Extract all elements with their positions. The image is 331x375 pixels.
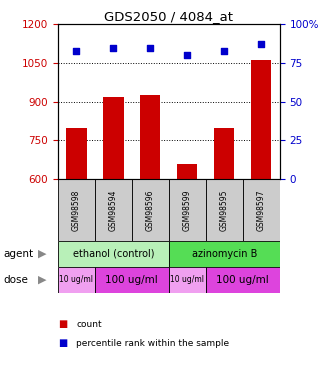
Text: 10 ug/ml: 10 ug/ml: [59, 275, 93, 284]
Bar: [66, 128, 87, 179]
Point: [74, 48, 79, 54]
Point: [185, 53, 190, 58]
Bar: [169, 241, 280, 267]
Bar: [251, 60, 271, 179]
Text: azinomycin B: azinomycin B: [192, 249, 257, 259]
Bar: [95, 267, 169, 292]
Bar: [103, 97, 123, 179]
Text: dose: dose: [3, 274, 28, 285]
Point: [221, 48, 227, 54]
Bar: [95, 179, 132, 241]
Bar: [58, 179, 95, 241]
Bar: [58, 267, 95, 292]
Text: ▶: ▶: [38, 249, 47, 259]
Text: percentile rank within the sample: percentile rank within the sample: [76, 339, 229, 348]
Bar: [214, 128, 234, 179]
Bar: [206, 179, 243, 241]
Text: GSM98595: GSM98595: [220, 189, 229, 231]
Text: ■: ■: [58, 338, 67, 348]
Bar: [58, 241, 169, 267]
Text: ■: ■: [58, 320, 67, 329]
Text: ethanol (control): ethanol (control): [72, 249, 154, 259]
Text: 10 ug/ml: 10 ug/ml: [170, 275, 204, 284]
Bar: [132, 179, 169, 241]
Bar: [243, 179, 280, 241]
Point: [111, 45, 116, 51]
Text: GSM98599: GSM98599: [183, 189, 192, 231]
Text: agent: agent: [3, 249, 33, 259]
Text: count: count: [76, 320, 102, 329]
Bar: [169, 267, 206, 292]
Text: GSM98594: GSM98594: [109, 189, 118, 231]
Point: [259, 42, 264, 48]
Bar: [177, 164, 198, 179]
Title: GDS2050 / 4084_at: GDS2050 / 4084_at: [104, 10, 233, 23]
Text: GSM98596: GSM98596: [146, 189, 155, 231]
Bar: [206, 267, 280, 292]
Text: 100 ug/ml: 100 ug/ml: [106, 274, 158, 285]
Bar: [169, 179, 206, 241]
Text: ▶: ▶: [38, 274, 47, 285]
Text: GSM98597: GSM98597: [257, 189, 266, 231]
Text: GSM98598: GSM98598: [72, 189, 81, 231]
Bar: [140, 95, 161, 179]
Point: [148, 45, 153, 51]
Text: 100 ug/ml: 100 ug/ml: [216, 274, 269, 285]
